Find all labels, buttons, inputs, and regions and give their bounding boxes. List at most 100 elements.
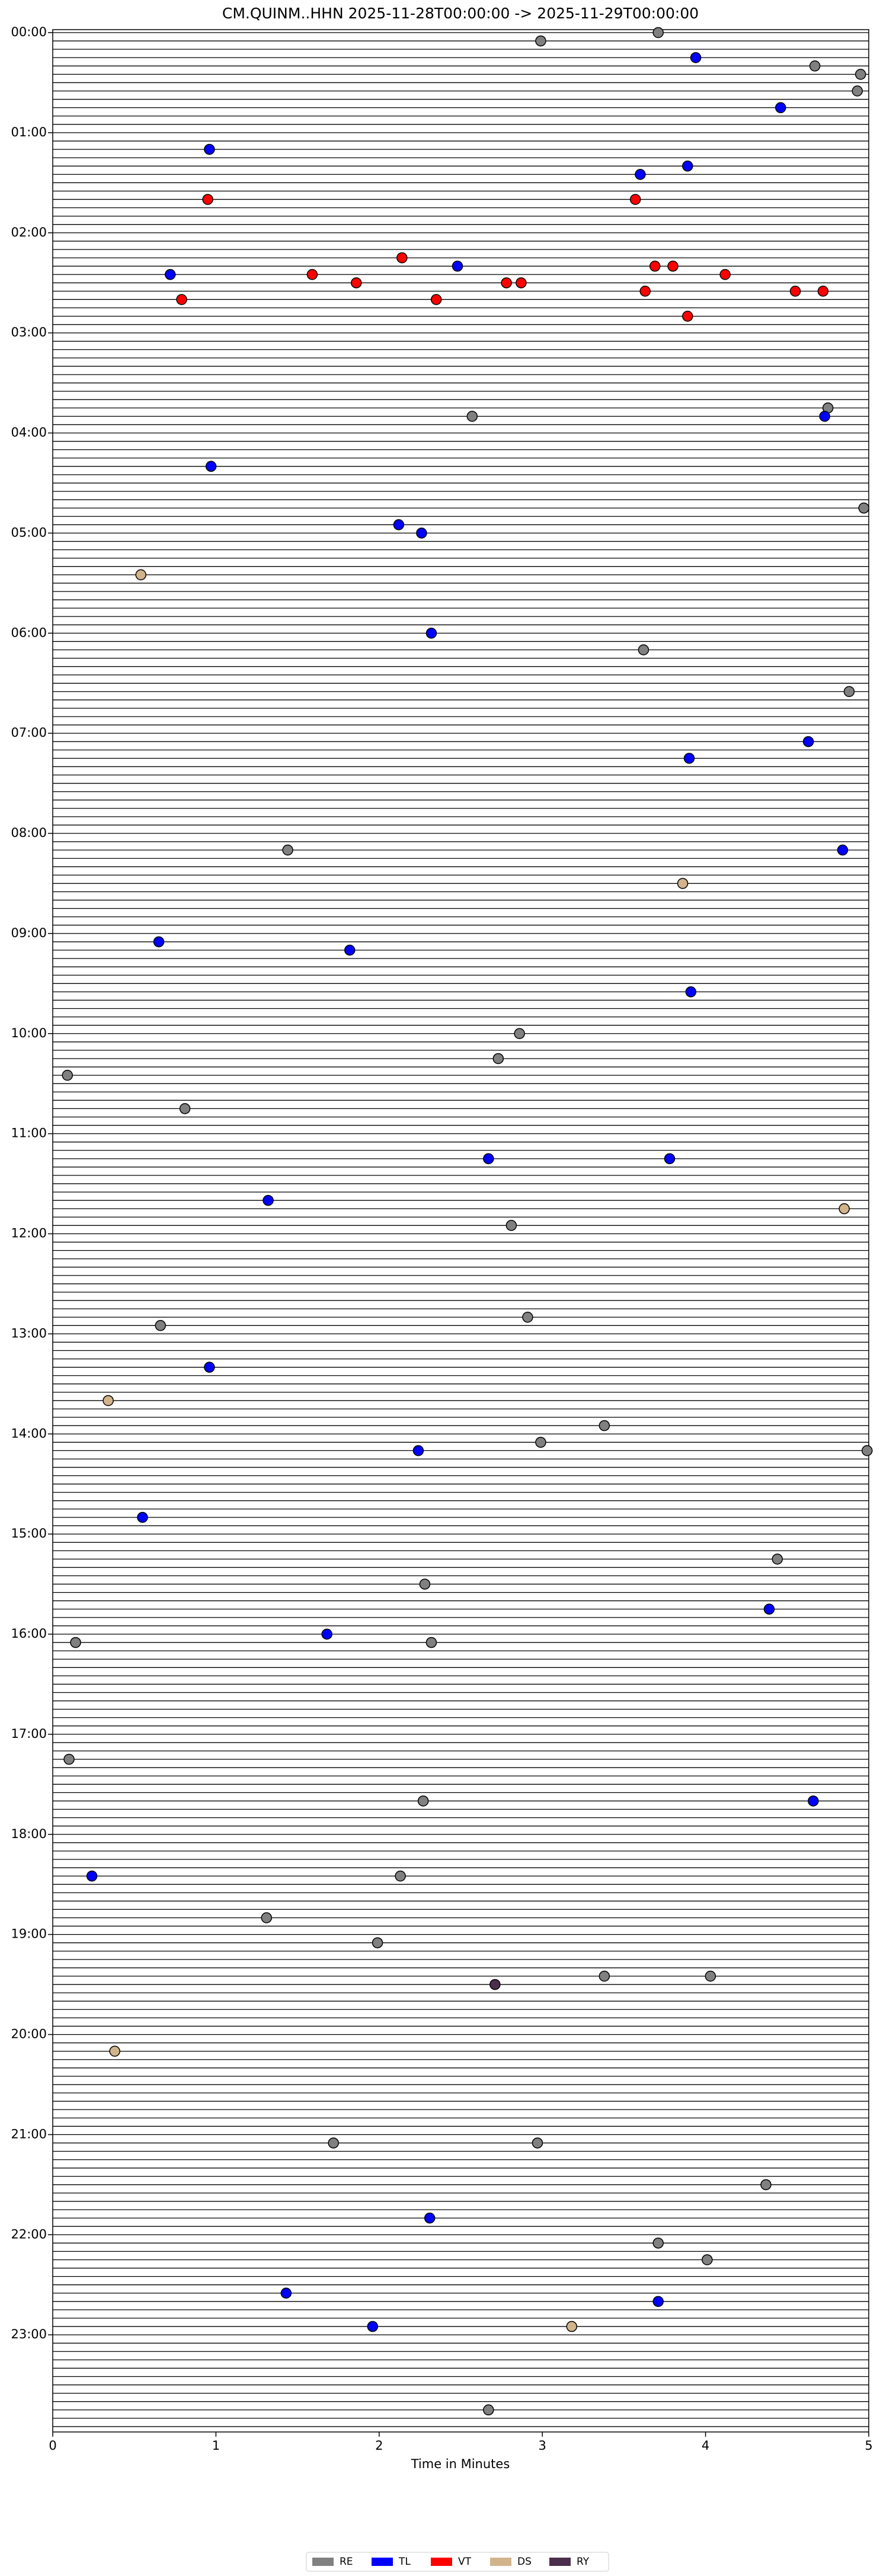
event-marker	[367, 2321, 379, 2332]
event-marker	[321, 1628, 332, 1640]
legend-swatch	[549, 2558, 571, 2566]
event-marker	[153, 936, 165, 948]
event-marker	[789, 286, 801, 297]
x-tick-label: 5	[865, 2438, 872, 2453]
y-tick-label: 07:00	[11, 726, 47, 740]
event-marker	[204, 143, 215, 155]
event-marker	[635, 168, 646, 180]
event-marker	[417, 1795, 429, 1807]
event-marker	[70, 1637, 81, 1648]
legend-label: RE	[340, 2556, 353, 2568]
event-marker	[702, 2254, 713, 2265]
y-tick-label: 18:00	[11, 1827, 47, 1841]
legend-label: TL	[398, 2556, 411, 2568]
x-tick-label: 4	[702, 2438, 709, 2453]
y-tick-label: 11:00	[11, 1126, 47, 1140]
event-marker	[425, 1637, 437, 1648]
event-marker	[425, 628, 437, 639]
event-marker	[667, 260, 679, 272]
y-tick-label: 15:00	[11, 1526, 47, 1541]
event-marker	[516, 277, 527, 289]
event-marker	[599, 1420, 610, 1431]
y-tick-label: 08:00	[11, 826, 47, 840]
event-marker	[176, 294, 187, 305]
legend-swatch	[431, 2558, 452, 2566]
event-marker	[772, 1554, 783, 1565]
y-tick-label: 20:00	[11, 2027, 47, 2041]
event-marker	[419, 1578, 431, 1590]
event-marker	[261, 1912, 273, 1923]
legend-swatch	[490, 2558, 511, 2566]
y-tick-label: 17:00	[11, 1727, 47, 1741]
y-tick-label: 06:00	[11, 625, 47, 640]
event-marker	[165, 269, 176, 280]
event-marker	[280, 2287, 292, 2299]
event-marker	[137, 1511, 148, 1523]
event-marker	[817, 286, 829, 297]
legend-swatch	[312, 2558, 334, 2566]
event-marker	[372, 1937, 383, 1948]
event-marker	[652, 27, 664, 39]
event-marker	[202, 194, 213, 205]
event-marker	[638, 644, 649, 656]
event-marker	[682, 311, 693, 322]
event-marker	[489, 1979, 501, 1990]
y-tick-label: 02:00	[11, 225, 47, 239]
event-marker	[63, 1753, 75, 1765]
event-marker	[306, 269, 318, 280]
event-marker	[416, 528, 427, 539]
y-tick-label: 10:00	[11, 1026, 47, 1040]
event-marker	[350, 277, 362, 289]
event-marker	[412, 1445, 424, 1456]
y-tick-label: 01:00	[11, 125, 47, 139]
event-marker	[62, 1069, 73, 1081]
event-marker	[466, 411, 478, 422]
event-marker	[505, 1220, 517, 1231]
event-marker	[501, 277, 512, 289]
x-tick-label: 1	[212, 2438, 220, 2453]
event-marker	[719, 269, 731, 280]
y-tick-label: 04:00	[11, 426, 47, 440]
event-marker	[664, 1153, 676, 1165]
event-marker	[135, 569, 146, 580]
event-marker	[483, 2404, 494, 2416]
event-marker	[430, 294, 442, 305]
event-marker	[639, 286, 651, 297]
event-marker	[424, 2212, 436, 2224]
event-marker	[396, 252, 408, 264]
event-marker	[514, 1028, 525, 1039]
event-marker	[855, 69, 866, 80]
event-marker	[649, 260, 661, 272]
event-marker	[155, 1320, 167, 1331]
event-marker	[652, 2238, 664, 2249]
event-marker	[263, 1194, 274, 1206]
event-marker	[685, 986, 697, 998]
y-tick-label: 14:00	[11, 1426, 47, 1440]
event-marker	[86, 1870, 98, 1882]
event-marker	[843, 686, 855, 698]
event-marker	[103, 1395, 114, 1407]
event-marker	[861, 1445, 873, 1456]
event-marker	[652, 2296, 664, 2307]
plot-frame	[52, 29, 869, 2433]
event-marker	[858, 502, 869, 514]
x-tick-label: 0	[49, 2438, 56, 2453]
y-tick-label: 19:00	[11, 1927, 47, 1941]
event-marker	[483, 1153, 494, 1165]
event-marker	[809, 60, 821, 72]
legend-box	[306, 2552, 609, 2572]
y-tick-label: 16:00	[11, 1626, 47, 1641]
event-marker	[599, 1970, 610, 1982]
event-marker	[760, 2179, 772, 2191]
event-marker	[535, 35, 546, 47]
event-marker	[204, 1361, 215, 1373]
event-marker	[802, 736, 814, 747]
event-marker	[395, 1870, 406, 1882]
event-marker	[344, 944, 356, 956]
event-marker	[808, 1795, 819, 1807]
event-marker	[705, 1970, 716, 1982]
event-marker	[282, 844, 293, 856]
y-tick-label: 23:00	[11, 2327, 47, 2341]
event-marker	[839, 1203, 850, 1215]
